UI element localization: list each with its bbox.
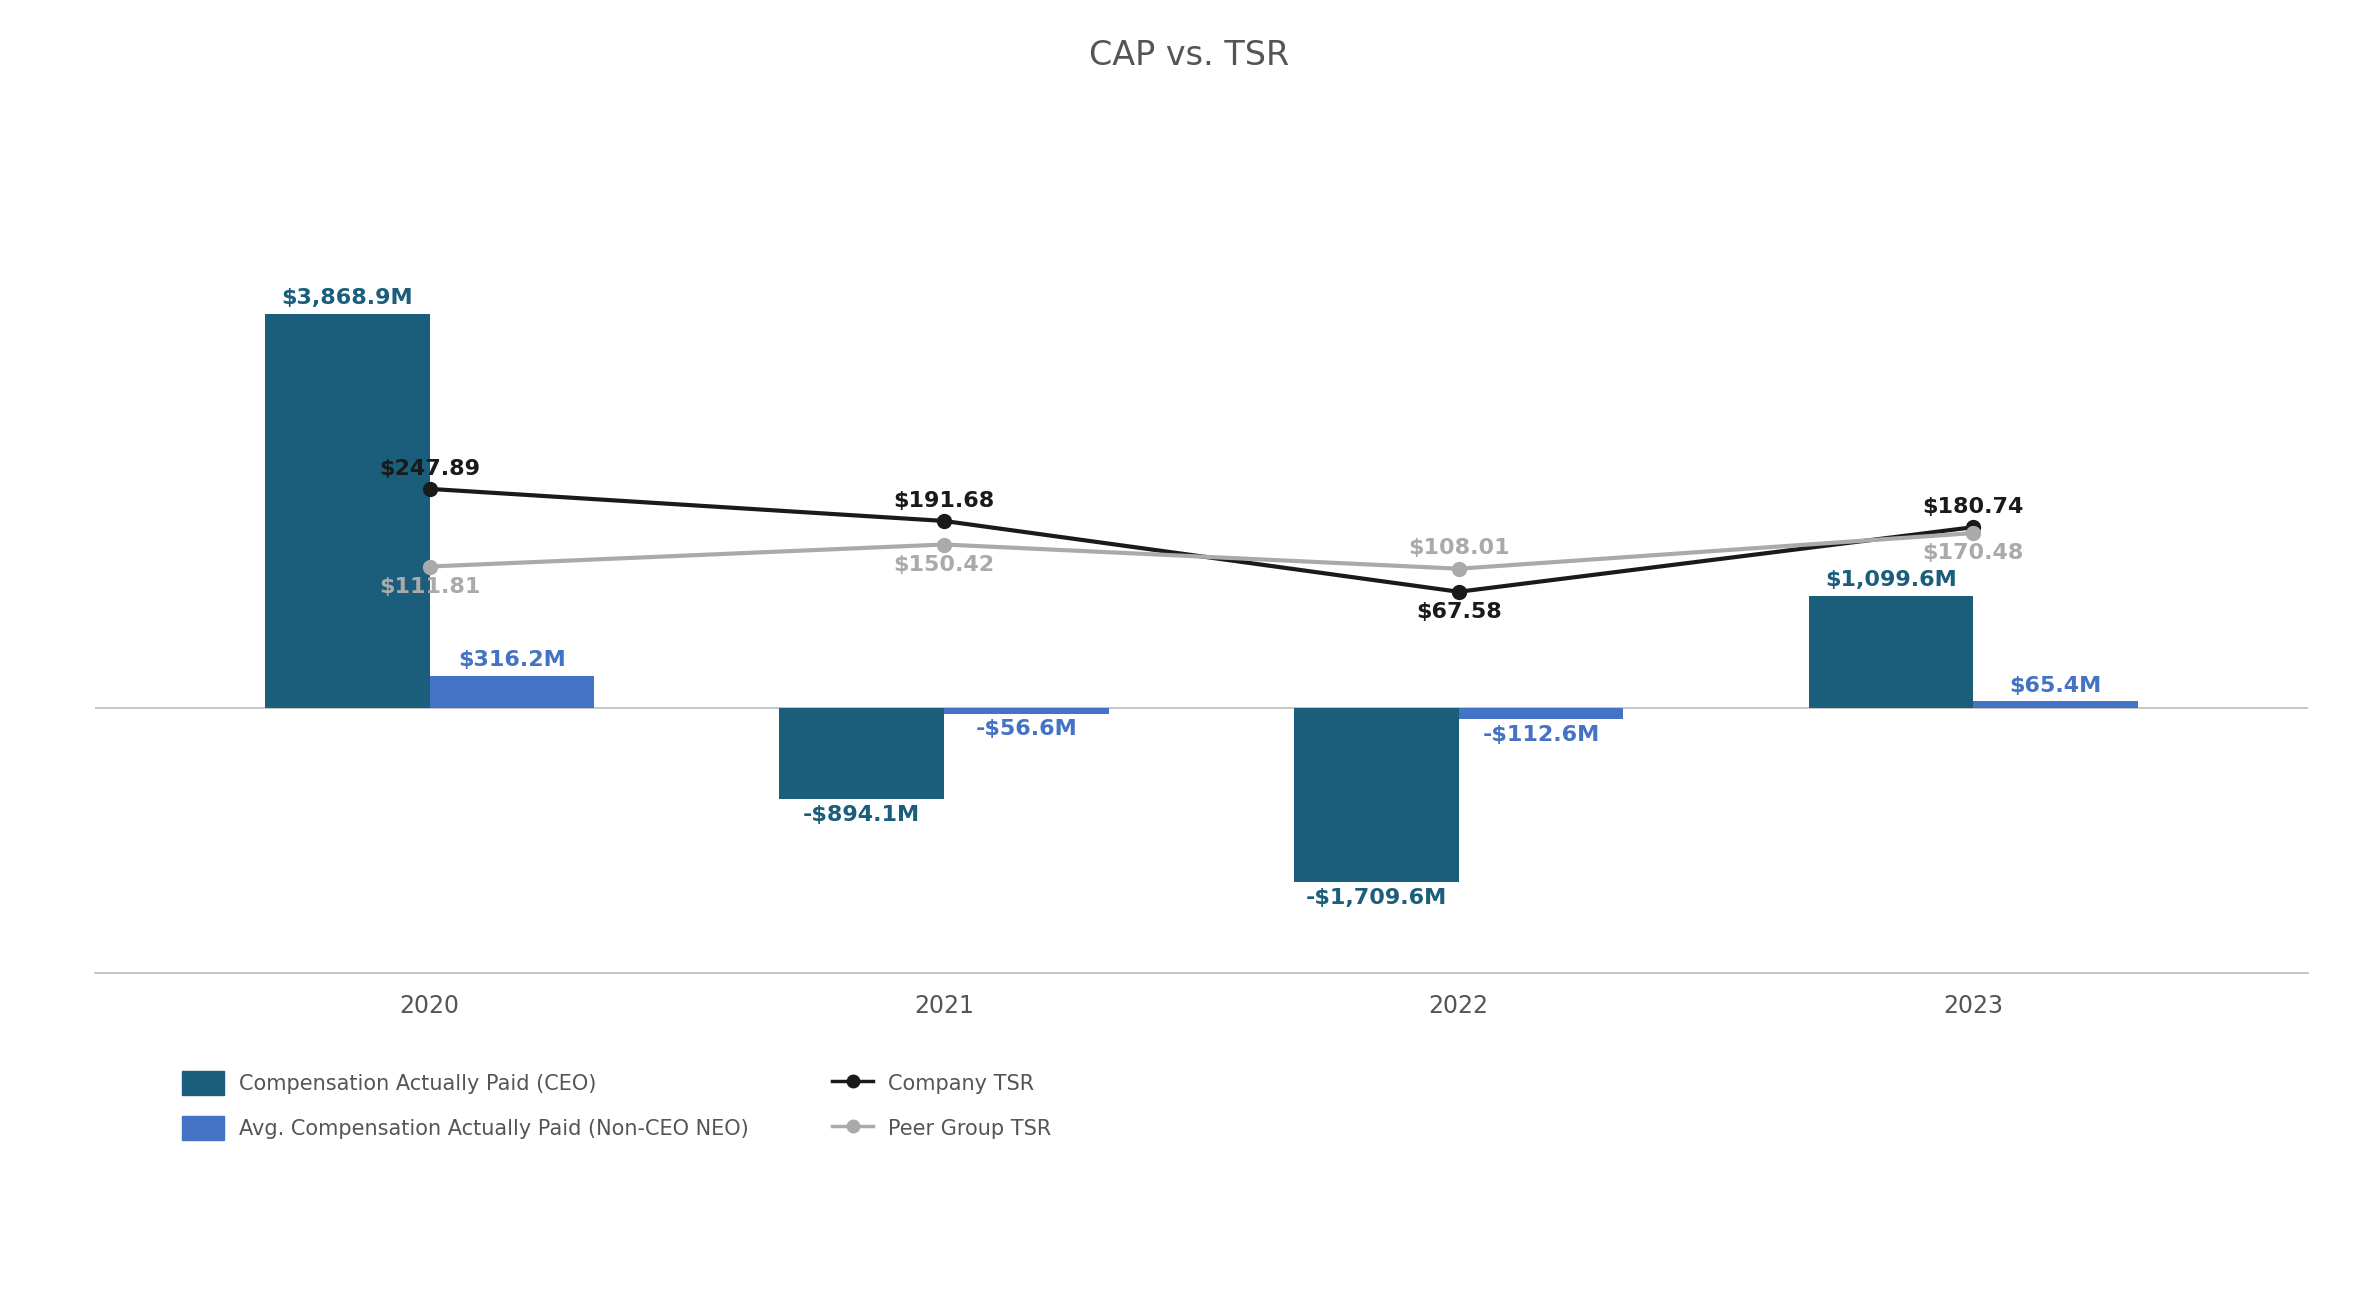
Text: $65.4M: $65.4M (2010, 676, 2101, 695)
Bar (1808, 595, 1972, 708)
Text: -$1,709.6M: -$1,709.6M (1306, 887, 1446, 908)
Legend: Compensation Actually Paid (CEO), Avg. Compensation Actually Paid (Non-CEO NEO),: Compensation Actually Paid (CEO), Avg. C… (171, 1061, 1061, 1150)
Bar (431, 676, 595, 708)
Text: $67.58: $67.58 (1416, 602, 1501, 623)
Text: $247.89: $247.89 (378, 459, 481, 479)
Bar (944, 708, 1109, 713)
Text: $1,099.6M: $1,099.6M (1825, 571, 1958, 590)
Text: -$894.1M: -$894.1M (804, 804, 921, 825)
Text: $3,868.9M: $3,868.9M (281, 288, 414, 307)
Text: $170.48: $170.48 (1922, 543, 2025, 563)
Text: $316.2M: $316.2M (459, 650, 566, 671)
Bar (1972, 702, 2139, 708)
Text: $180.74: $180.74 (1922, 497, 2025, 518)
Text: -$112.6M: -$112.6M (1482, 725, 1599, 744)
Text: $108.01: $108.01 (1408, 538, 1508, 559)
Text: -$56.6M: -$56.6M (975, 719, 1078, 739)
Text: CAP vs. TSR: CAP vs. TSR (1090, 39, 1289, 71)
Bar (1458, 708, 1622, 720)
Text: $150.42: $150.42 (895, 555, 994, 575)
Bar (264, 314, 431, 708)
Bar (1294, 708, 1458, 882)
Bar (780, 708, 944, 799)
Text: $111.81: $111.81 (378, 577, 481, 597)
Text: $191.68: $191.68 (895, 490, 994, 511)
